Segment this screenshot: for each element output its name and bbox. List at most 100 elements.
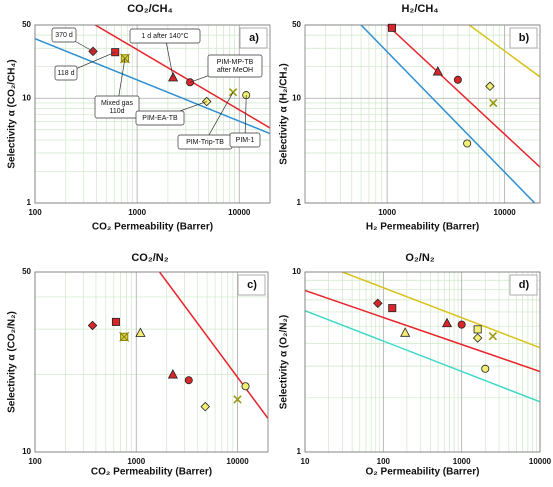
point (457, 320, 466, 329)
y-tick-label: 50 (22, 20, 31, 29)
upper-bound-line (158, 272, 268, 419)
x-tick-label: 10000 (494, 208, 517, 217)
panel-label: d) (519, 279, 530, 291)
panel-label-box (509, 274, 538, 296)
x-tick-label: 100 (28, 208, 42, 217)
point (485, 81, 495, 92)
point (200, 401, 211, 412)
callout-box (94, 95, 140, 119)
point (432, 66, 443, 76)
point (373, 298, 383, 309)
y-tick-label: 10 (22, 447, 31, 456)
panel-label: b) (519, 32, 530, 44)
point (472, 333, 483, 343)
callout-box (54, 65, 78, 81)
plot-frame (34, 24, 271, 204)
plot-area (305, 272, 540, 452)
y-tick-label: 50 (292, 20, 301, 29)
annotation: 1 d after 140°C (141, 32, 188, 40)
y-tick-label: 1 (297, 198, 302, 207)
bound-lines (360, 25, 540, 203)
point (120, 53, 130, 64)
x-tick-label: 1000 (127, 457, 145, 466)
annotation: 110d (109, 108, 124, 115)
point (184, 376, 193, 385)
y-tick-label: 1 (297, 447, 302, 456)
annotation: after MeOH (217, 67, 253, 74)
point (463, 139, 472, 148)
callout-box (207, 54, 263, 78)
upper-bound-line (386, 25, 540, 168)
panel: 100 1000 10000 10 50 CO₂/N₂ CO₂ Permeability (… (7, 252, 269, 478)
callout-pointer (204, 92, 234, 143)
y-tick-label: 10 (292, 267, 301, 276)
x-axis-title: CO₂ Permeability (Barrer) (91, 467, 212, 478)
panel: 1000 10000 1 10 50 H₂/CH₄ H₂ Permeability (Bar… (279, 3, 541, 233)
point (481, 364, 490, 373)
y-axis-title: Selectivity α (H₂/CH₄) (279, 63, 290, 165)
callout-box (229, 132, 261, 148)
point (87, 320, 98, 331)
panel-label-box (237, 274, 266, 296)
point (488, 332, 498, 341)
bound-lines (305, 272, 540, 403)
chart-title: CO₂/CH₄ (127, 3, 173, 15)
annotation: PIM-MP-TB (217, 59, 254, 66)
x-tick-label: 10000 (226, 457, 249, 466)
point (400, 327, 411, 337)
point (387, 23, 396, 32)
plot-frame (304, 271, 541, 453)
panel-label-box (509, 27, 538, 49)
x-tick-label: 1000 (453, 457, 471, 466)
chart-title: H₂/CH₄ (401, 3, 438, 15)
upper-bound-line (342, 272, 540, 349)
point (167, 369, 178, 379)
y-axis-title: Selectivity α (O₂/N₂) (279, 315, 290, 410)
point (233, 395, 242, 404)
point (135, 327, 146, 337)
x-axis-title: H₂ Permeability (Barrer) (366, 222, 479, 233)
chart-title: O₂/N₂ (405, 252, 434, 264)
x-axis-title: O₂ Permeability (Barrer) (366, 467, 480, 478)
annotation: PIM-1 (236, 137, 255, 144)
x-axis-title: CO₂ Permeability (Barrer) (92, 222, 213, 233)
x-tick-label: 10000 (529, 457, 552, 466)
y-axis-title: Selectivity α (CO₂/CH₄) (7, 59, 18, 168)
point (453, 75, 462, 84)
upper-bound-line (305, 309, 540, 403)
x-tick-label: 10 (301, 457, 310, 466)
upper-bound-line (468, 25, 540, 78)
point (489, 98, 498, 108)
x-tick-label: 10000 (228, 208, 251, 217)
x-tick-label: 1000 (378, 208, 396, 217)
x-tick-label: 100 (377, 457, 391, 466)
plot-frame (304, 24, 541, 204)
bound-lines (35, 25, 270, 135)
panel-label: a) (249, 32, 259, 44)
y-tick-label: 10 (292, 93, 301, 102)
point (441, 317, 453, 328)
callout-box (135, 110, 185, 126)
y-tick-label: 10 (22, 93, 31, 102)
plot-frame (34, 271, 269, 453)
x-tick-label: 100 (28, 457, 42, 466)
callout-pointer (244, 95, 247, 141)
callout-box (51, 27, 77, 43)
y-tick-label: 50 (22, 267, 31, 276)
annotation: 118 d (58, 70, 75, 77)
annotation: Mixed gas (101, 100, 133, 107)
y-axis-title: Selectivity α (CO₂/N₂) (7, 311, 18, 413)
upper-bound-line (93, 25, 270, 129)
plot-area (35, 272, 268, 452)
annotation: PIM-EA-TB (142, 115, 178, 122)
y-tick-label: 1 (27, 198, 32, 207)
panel-label: c) (247, 279, 257, 291)
upper-bound-line (35, 38, 270, 135)
chart-title: CO₂/N₂ (131, 252, 168, 264)
callout-box (129, 28, 201, 44)
point (473, 325, 482, 334)
upper-bound-line (305, 289, 540, 373)
x-tick-label: 1000 (128, 208, 146, 217)
